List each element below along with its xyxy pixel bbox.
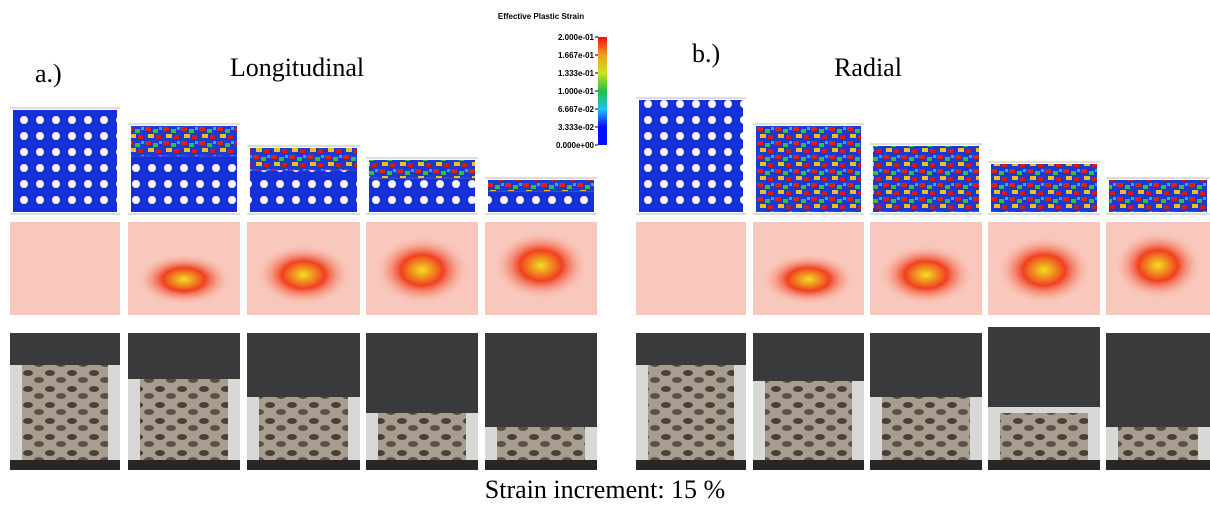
sim-block [13,110,117,212]
lattice-specimen [1118,427,1198,460]
legend-label: 1.000e-01 [558,87,595,96]
base-plate [128,460,240,470]
press-plate [485,333,597,427]
panel-title: Radial [834,53,902,82]
base-plate [10,460,120,470]
sim-block-deformed [250,148,357,170]
press-plate [636,333,746,365]
base-plate [870,460,982,470]
base-plate [636,460,746,470]
colorbar [598,37,607,145]
base-plate [753,460,864,470]
base-plate [366,460,478,470]
base-plate [485,460,597,470]
press-plate [247,333,360,397]
heat-spot [375,236,469,304]
lattice-specimen [882,397,970,460]
base-plate [988,460,1100,470]
lattice-specimen [765,381,852,460]
lattice-specimen [378,413,466,460]
lattice-specimen [497,427,585,460]
legend-label: 0.000e+00 [556,141,595,150]
heat-spot [997,236,1091,304]
legend-label: 1.333e-01 [558,69,595,78]
heat-spot [137,254,231,305]
press-plate [1106,333,1210,427]
caption: Strain increment: 15 % [485,475,725,504]
press-plate [988,327,1100,407]
press-plate [10,333,120,365]
legend-label: 6.667e-02 [558,105,595,114]
press-plate [128,333,240,379]
base-plate [1106,460,1210,470]
heat-spot [879,245,973,305]
lattice-specimen [648,365,734,460]
sim-block-deformed [369,160,475,178]
figure: a.) Longitudinal b.) Radial Effective Pl… [0,0,1210,510]
press-plate [753,333,864,381]
base-plate [247,460,360,470]
lattice-specimen [140,379,228,460]
heat-map [636,222,746,315]
heat-spot [494,231,588,299]
legend-label: 1.667e-01 [558,51,595,60]
sim-block [369,178,475,212]
panel-title: Longitudinal [230,53,364,82]
sim-block [1109,180,1207,212]
lattice-specimen [259,397,348,460]
sim-block [873,146,979,212]
panel-label: b.) [692,39,720,68]
legend-title: Effective Plastic Strain [498,12,584,21]
press-plate [870,333,982,397]
sim-block-deformed [131,126,237,156]
sim-block [991,164,1097,212]
sim-block [639,100,743,212]
press-plate [366,333,478,413]
heat-spot [762,254,855,305]
lattice-specimen [1000,413,1088,460]
sim-block-deformed [488,180,594,191]
legend-label: 3.333e-02 [558,123,595,132]
page: {"panel_a": {"label": "a.)", "title": "L… [0,0,1210,510]
lattice-specimen [22,365,108,460]
sim-block [488,191,594,212]
sim-block [250,170,357,212]
heat-spot [1114,231,1201,299]
heat-spot [256,245,351,305]
heat-map [10,222,120,315]
sim-block [756,126,861,212]
panel-label: a.) [35,59,62,88]
sim-block [131,156,237,212]
legend-label: 2.000e-01 [558,33,595,42]
